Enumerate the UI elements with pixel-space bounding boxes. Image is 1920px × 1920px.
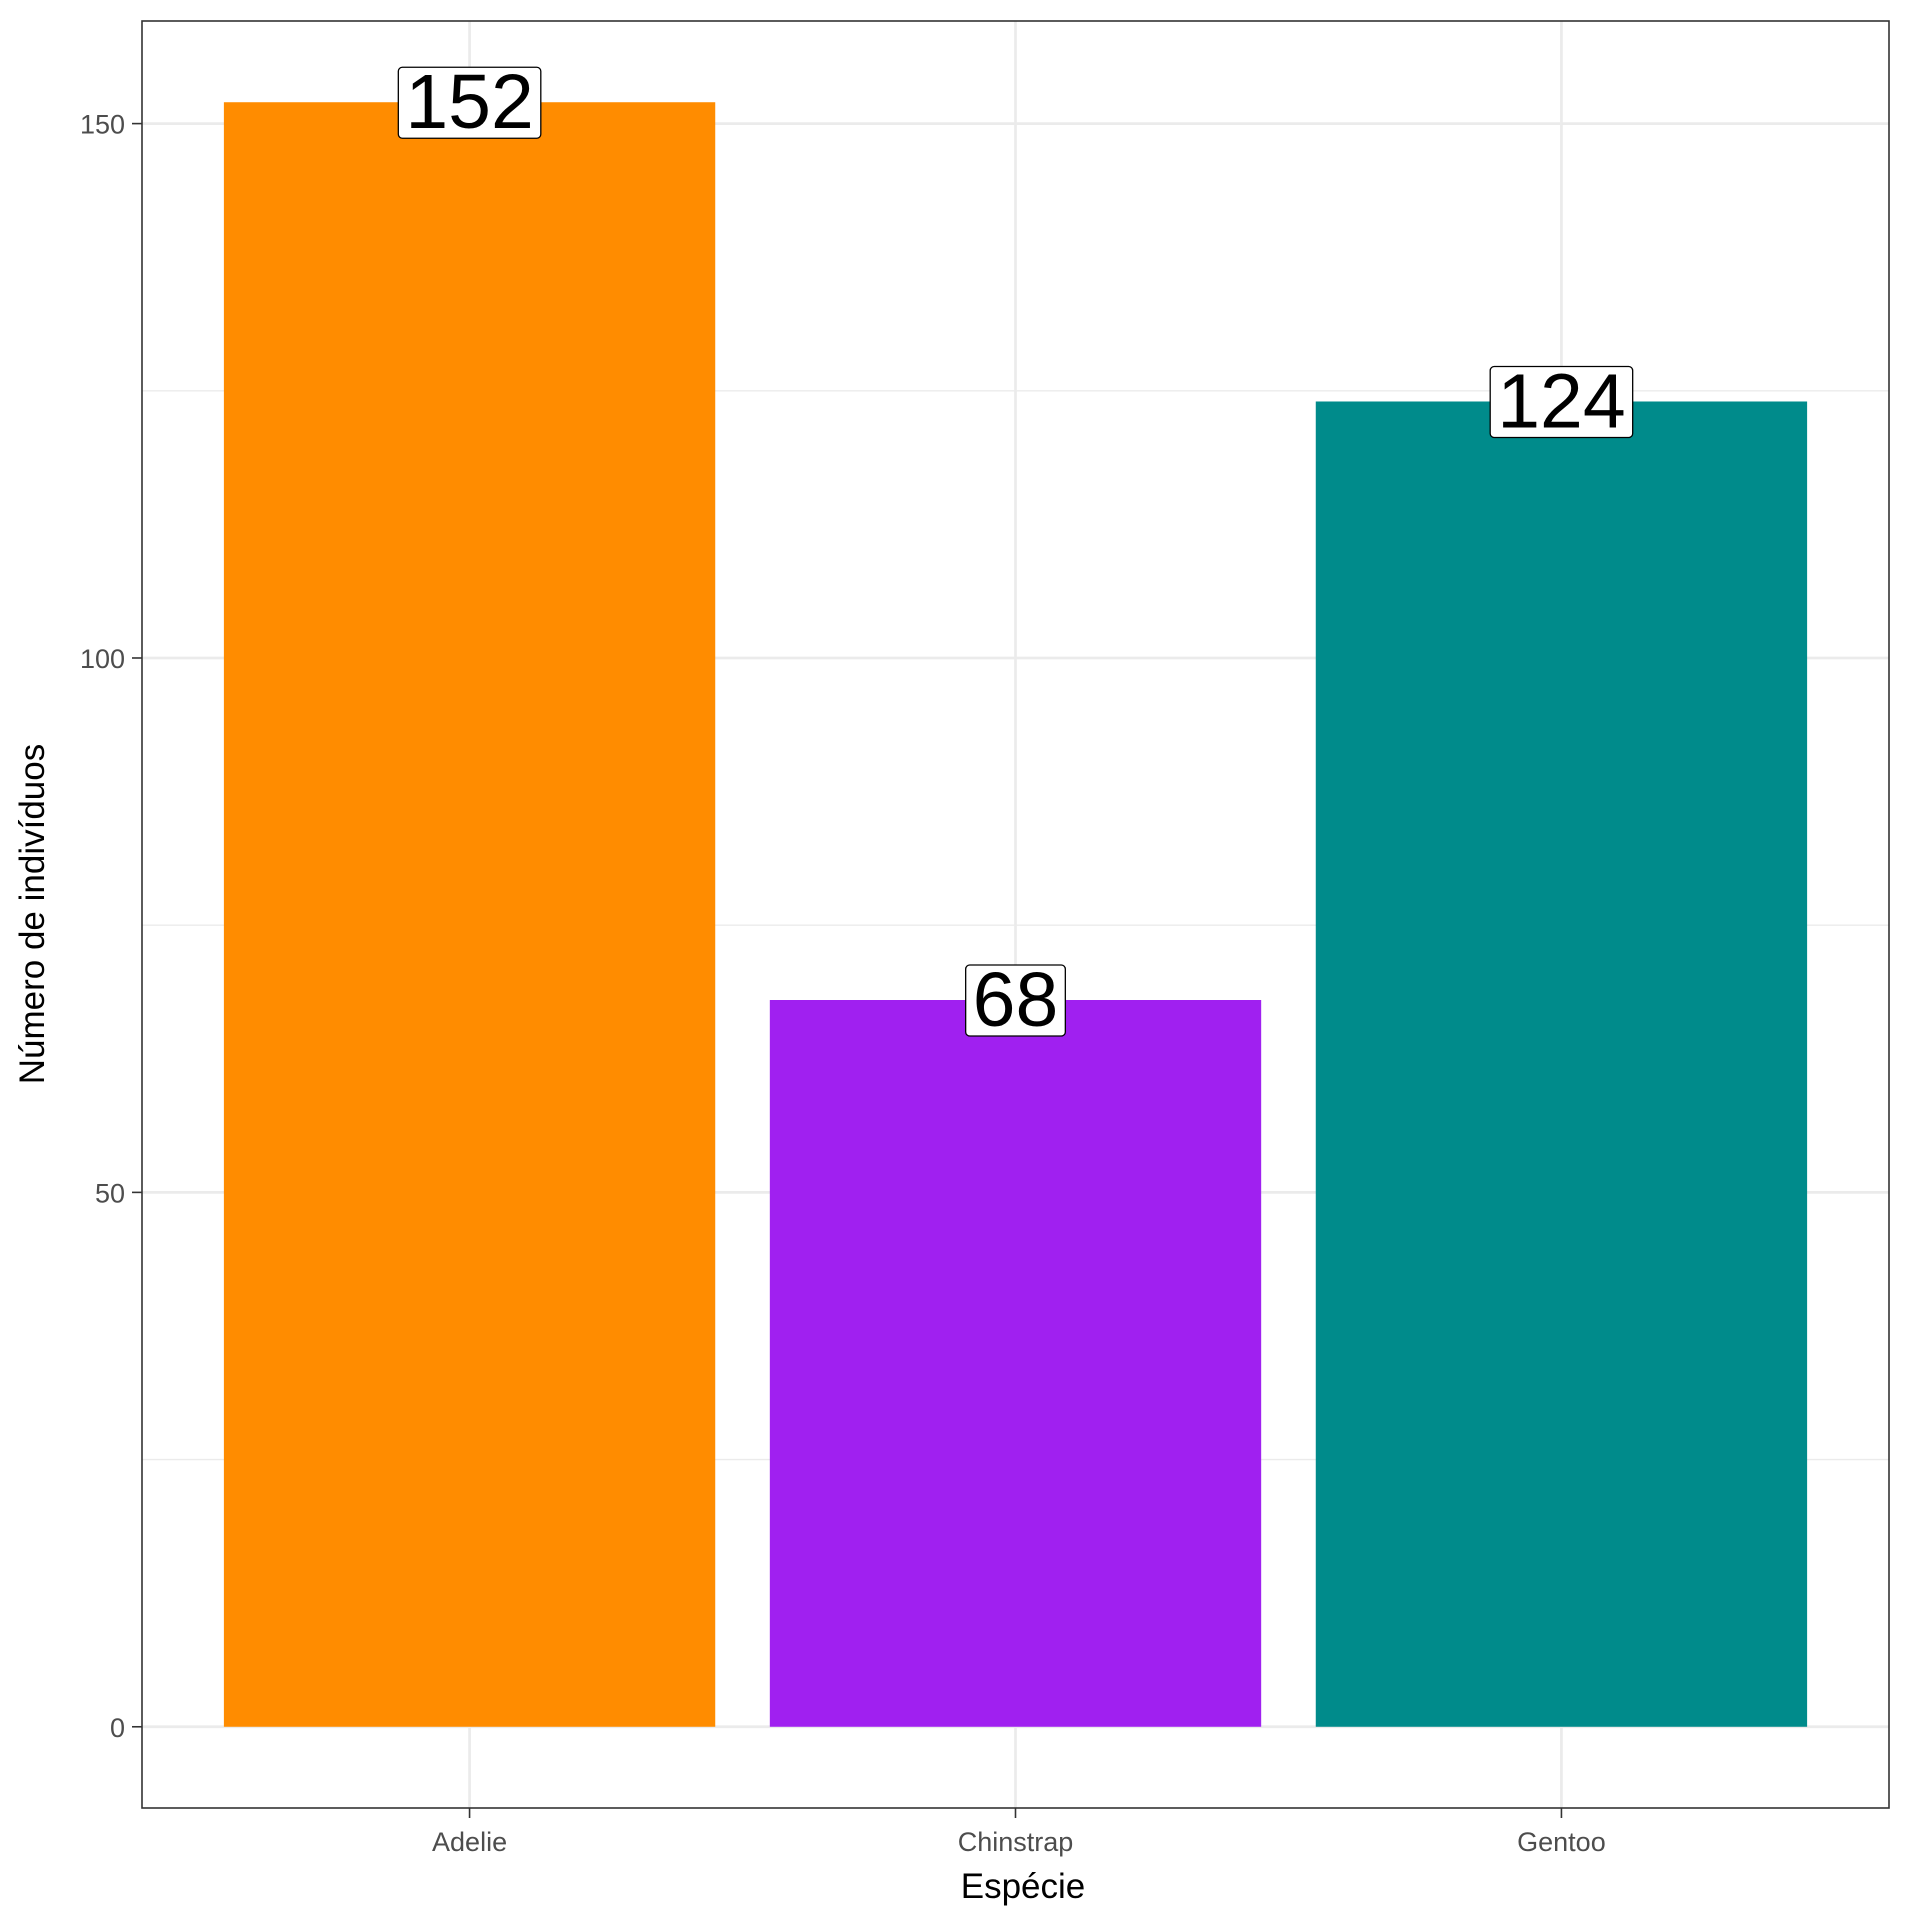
y-tick-label: 100 <box>80 644 125 674</box>
y-tick-label: 150 <box>80 110 125 140</box>
x-tick-label: Gentoo <box>1517 1827 1606 1857</box>
data-label-text: 152 <box>405 59 533 145</box>
data-label-chinstrap: 68 <box>965 957 1066 1043</box>
bar-adelie <box>223 102 716 1727</box>
x-tick-label: Chinstrap <box>958 1827 1074 1857</box>
data-label-text: 124 <box>1497 358 1625 444</box>
y-tick-label: 0 <box>110 1713 125 1743</box>
data-label-box <box>1489 365 1634 439</box>
data-label-gentoo: 124 <box>1489 358 1634 444</box>
y-axis-title: Número de indivíduos <box>13 744 52 1084</box>
x-tick-label: Adelie <box>432 1827 507 1857</box>
data-label-box <box>965 964 1066 1037</box>
data-label-box <box>397 66 542 139</box>
bar-gentoo <box>1315 401 1808 1727</box>
x-axis-title: Espécie <box>961 1867 1086 1906</box>
bars <box>223 102 1808 1727</box>
data-labels: 152 68 124 <box>397 59 1634 1043</box>
bar-chinstrap <box>769 1000 1262 1727</box>
y-axis: 0 50 100 150 <box>80 110 142 1743</box>
x-axis: Adelie Chinstrap Gentoo <box>432 1808 1606 1857</box>
data-label-adelie: 152 <box>397 59 542 145</box>
data-label-text: 68 <box>973 957 1059 1043</box>
y-tick-label: 50 <box>95 1178 125 1208</box>
